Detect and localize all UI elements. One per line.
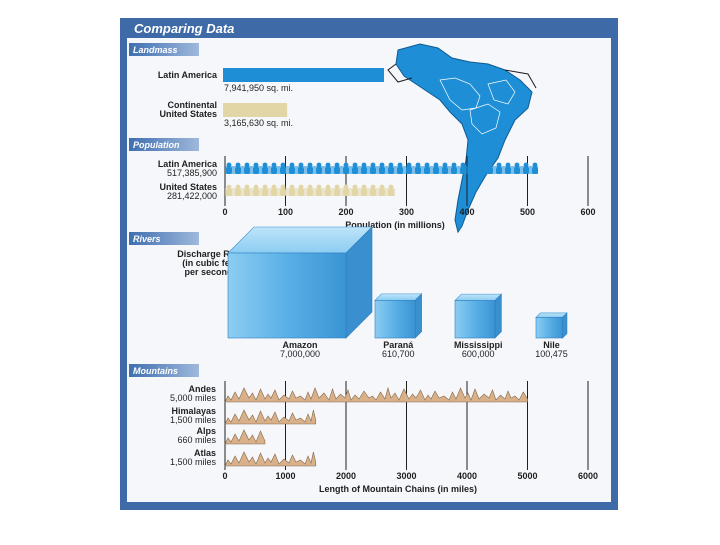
section-title-landmass: Landmass [133, 45, 178, 55]
population-figures [225, 162, 539, 196]
river-name-label: Amazon [282, 340, 317, 350]
river-value-label: 100,475 [535, 349, 568, 359]
mountain-ranges [224, 386, 528, 467]
river-name-label: Nile [543, 340, 560, 350]
mountain-range-atlas [224, 451, 317, 467]
landmass-label-latin-america: Latin America [158, 70, 218, 80]
mountain-name-label: Alps [196, 426, 216, 436]
mountain-x-axis-title: Length of Mountain Chains (in miles) [319, 484, 477, 494]
landmass-label-us-line2: United States [159, 109, 217, 119]
population-bar-us [225, 184, 396, 196]
section-title-population: Population [133, 140, 180, 150]
section-header-mountains: Mountains [129, 364, 199, 377]
rivers-y-label-line1: Discharge Rate [177, 249, 243, 259]
mountain-value-label: 1,500 miles [170, 415, 217, 425]
page-title: Comparing Data [134, 21, 234, 36]
population-label-latin-america: Latin America [158, 159, 218, 169]
population-value-latin-america: 517,385,900 [167, 168, 217, 178]
mountain-value-label: 660 miles [177, 435, 216, 445]
mountain-x-tick-label: 0 [222, 471, 227, 481]
river-value-label: 610,700 [382, 349, 415, 359]
section-header-population: Population [129, 138, 199, 151]
section-title-rivers: Rivers [133, 234, 161, 244]
mountain-name-label: Himalayas [171, 406, 216, 416]
landmass-value-us: 3,165,630 sq. mi. [224, 118, 293, 128]
section-header-landmass: Landmass [129, 43, 199, 56]
mountain-x-tick-label: 4000 [457, 471, 477, 481]
population-x-tick-label: 200 [338, 207, 353, 217]
population-x-tick-label: 600 [580, 207, 595, 217]
section-header-rivers: Rivers [129, 232, 199, 245]
mountain-x-tick-label: 1000 [275, 471, 295, 481]
mountain-x-tick-label: 3000 [396, 471, 416, 481]
mountain-x-tick-label: 2000 [336, 471, 356, 481]
mountain-range-andes [224, 386, 528, 403]
population-x-tick-label: 500 [520, 207, 535, 217]
river-block-nile [535, 312, 568, 339]
mountain-value-label: 5,000 miles [170, 393, 217, 403]
population-x-tick-label: 0 [222, 207, 227, 217]
mountain-x-ticks: 0 1000 2000 3000 4000 5000 6000 [222, 471, 598, 481]
mountain-x-tick-label: 5000 [517, 471, 537, 481]
mountain-name-label: Andes [188, 384, 216, 394]
population-bar-latin-america [225, 162, 539, 174]
section-title-mountains: Mountains [133, 366, 178, 376]
population-grid [224, 156, 589, 206]
river-block-mississippi [454, 293, 503, 339]
population-label-us: United States [159, 182, 217, 192]
landmass-bar-latin-america [223, 68, 384, 82]
river-block-paraná [374, 293, 423, 339]
landmass-bar-us [223, 103, 288, 117]
rivers-y-label-line3: per second) [184, 267, 235, 277]
population-value-us: 281,422,000 [167, 191, 217, 201]
landmass-value-latin-america: 7,941,950 sq. mi. [224, 83, 293, 93]
river-value-label: 600,000 [462, 349, 495, 359]
mountain-name-label: Atlas [194, 448, 216, 458]
population-x-axis-title: Population (in millions) [345, 220, 445, 230]
latin-america-map [387, 43, 537, 234]
river-name-label: Mississippi [454, 340, 503, 350]
river-value-label: 7,000,000 [280, 349, 320, 359]
mountain-x-tick-label: 6000 [578, 471, 598, 481]
population-x-ticks: 0 100 200 300 400 500 600 [222, 207, 595, 217]
mountain-range-himalayas [224, 409, 317, 425]
river-block-amazon [227, 226, 373, 339]
population-x-tick-label: 100 [278, 207, 293, 217]
mountain-value-label: 1,500 miles [170, 457, 217, 467]
river-name-label: Paraná [383, 340, 414, 350]
mountain-range-alps [224, 429, 266, 445]
landmass-label-us-line1: Continental [168, 100, 218, 110]
rivers-y-label-line2: (in cubic feet [182, 258, 238, 268]
population-x-tick-label: 300 [399, 207, 414, 217]
population-x-tick-label: 400 [459, 207, 474, 217]
